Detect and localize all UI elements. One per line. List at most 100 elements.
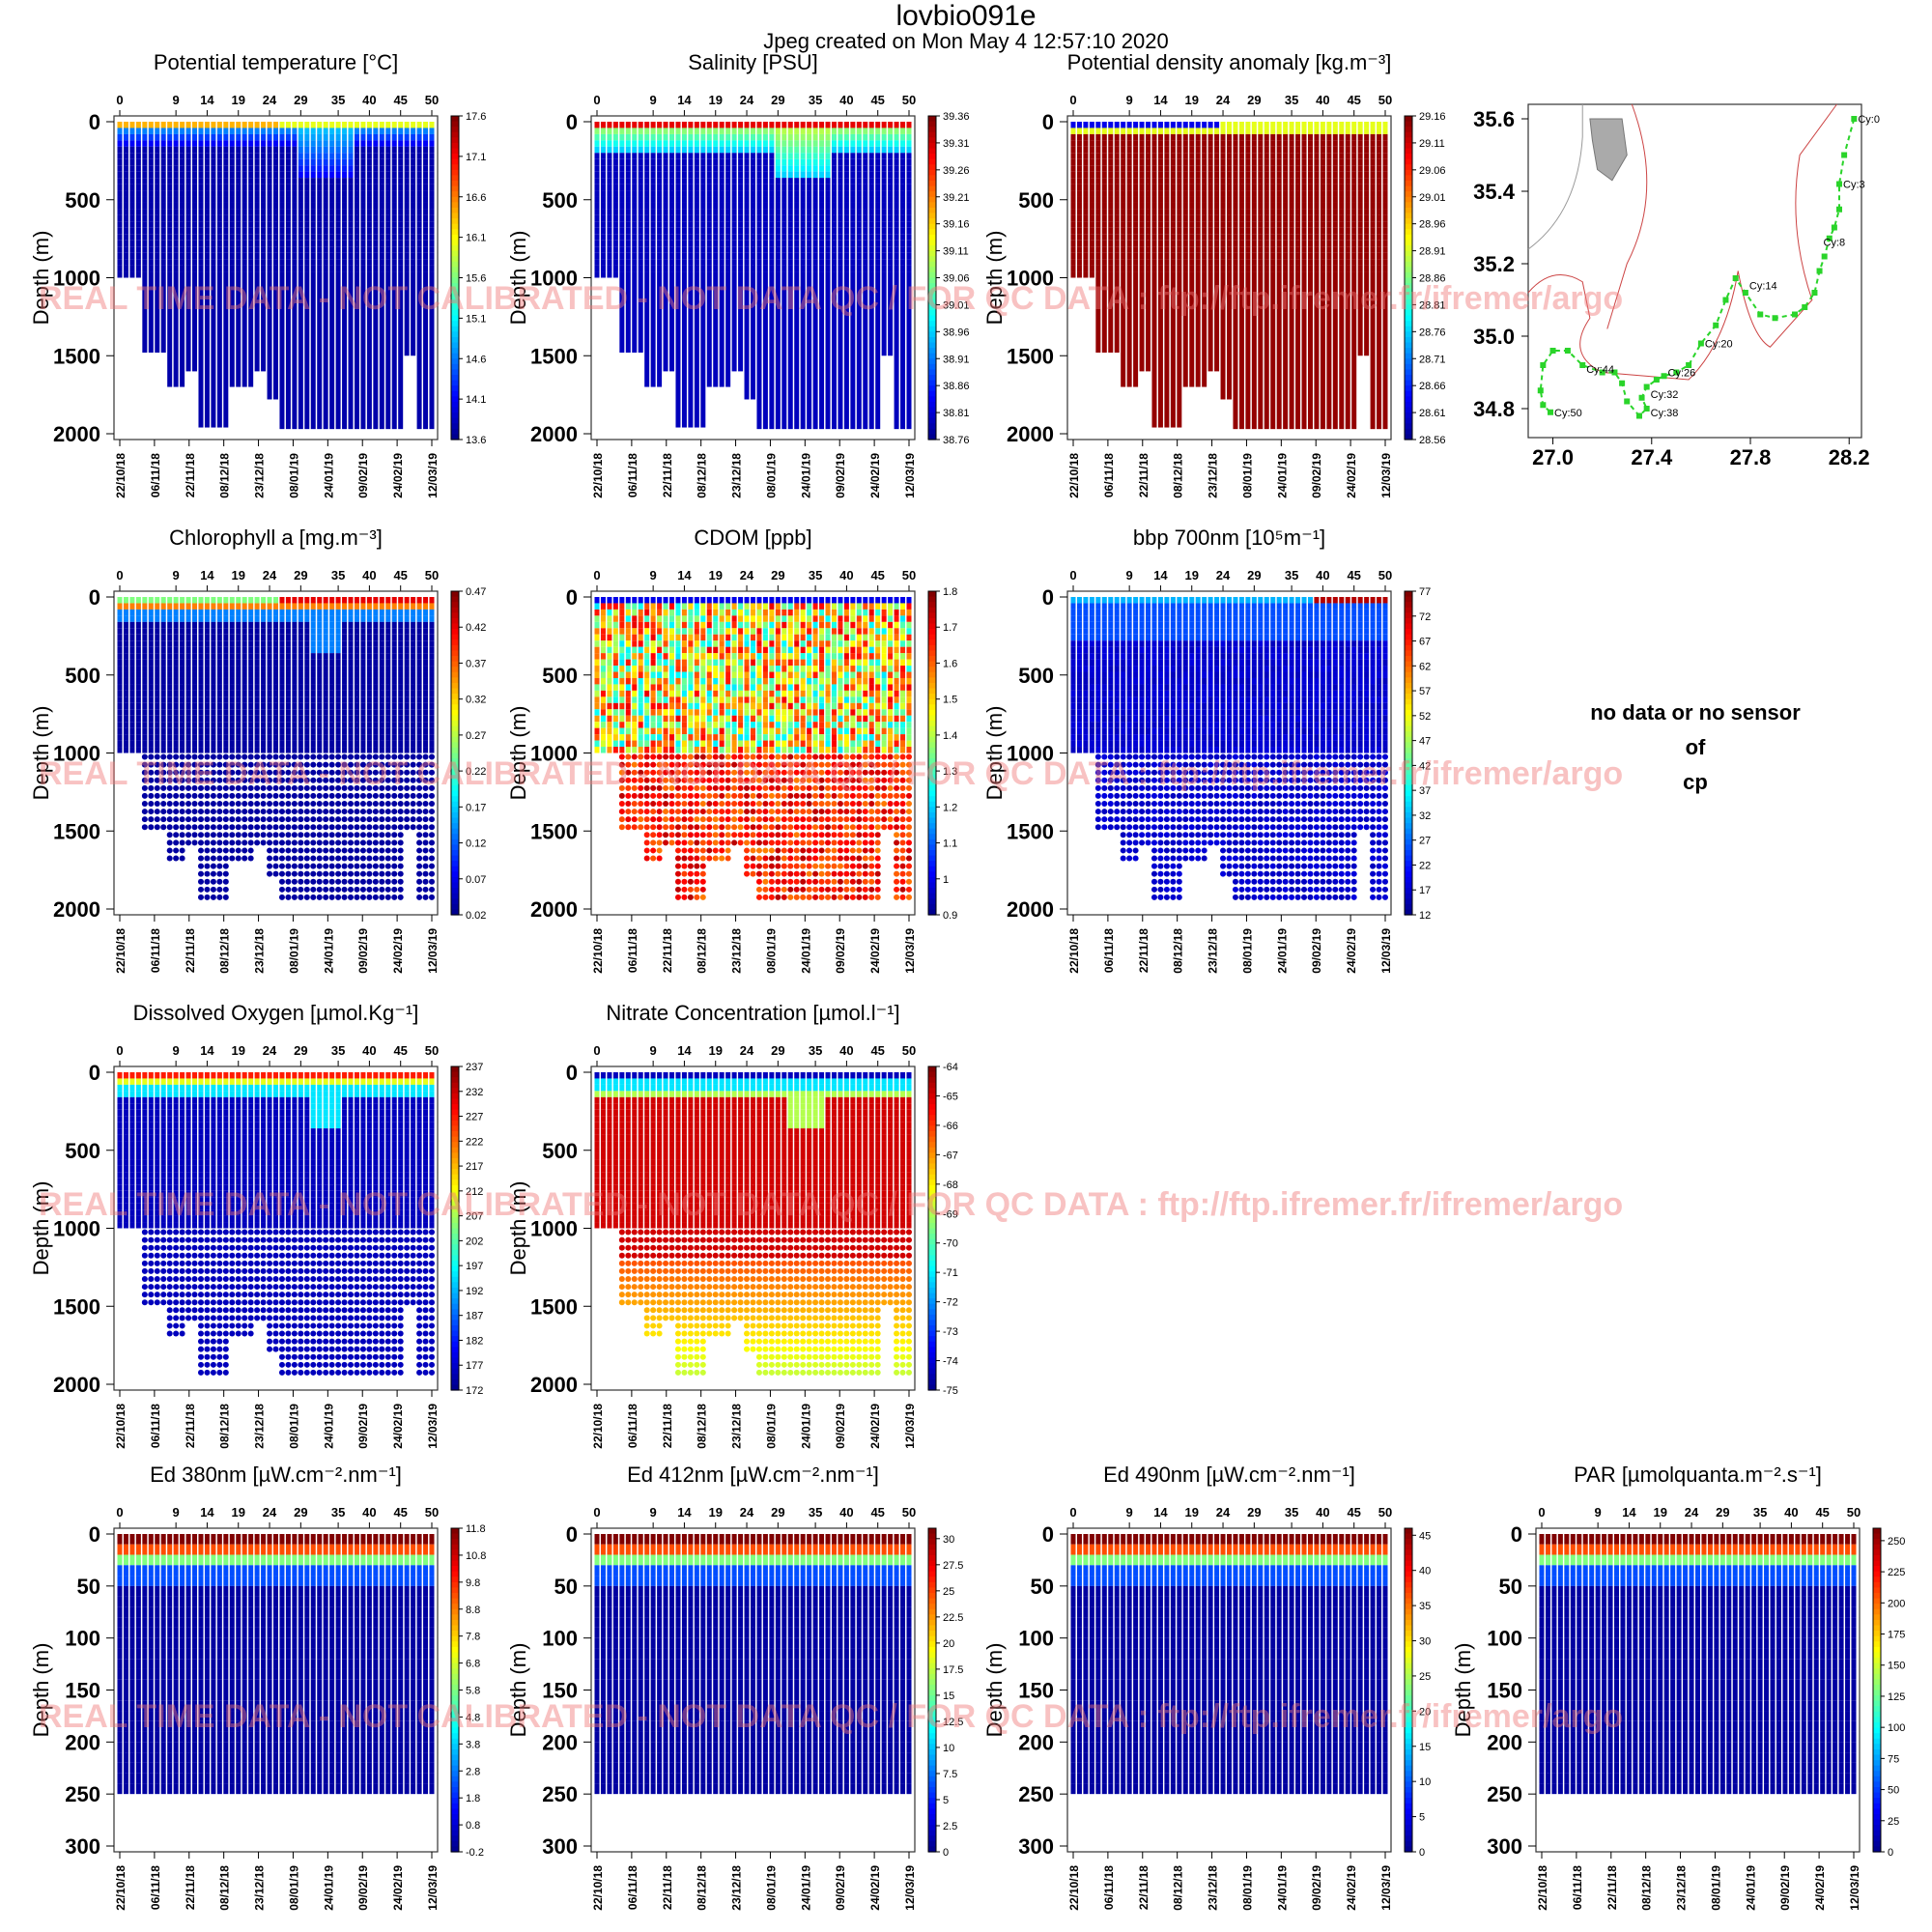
profile-segment bbox=[167, 603, 172, 609]
profile-segment bbox=[174, 134, 179, 140]
profile-segment bbox=[380, 165, 384, 171]
profile-segment bbox=[1245, 140, 1250, 146]
profile-segment bbox=[142, 266, 147, 271]
profile-segment bbox=[198, 647, 203, 653]
profile-segment bbox=[826, 278, 831, 430]
profile-segment bbox=[1346, 128, 1350, 133]
profile-segment bbox=[832, 241, 837, 246]
profile-segment bbox=[644, 246, 649, 252]
profile-segment bbox=[900, 178, 905, 184]
profile-segment bbox=[725, 259, 730, 265]
profile-segment bbox=[367, 259, 372, 265]
profile-segment bbox=[1295, 140, 1300, 146]
profile-segment bbox=[751, 278, 755, 400]
track-point bbox=[1619, 381, 1625, 386]
profile-segment bbox=[1164, 153, 1169, 158]
profile-segment bbox=[136, 709, 141, 715]
profile-segment bbox=[776, 278, 781, 430]
colorbar-step bbox=[928, 316, 936, 322]
profile-segment bbox=[286, 197, 291, 203]
profile-segment bbox=[355, 122, 359, 128]
profile-segment bbox=[1245, 203, 1250, 209]
colorbar-label: 39.16 bbox=[943, 219, 970, 231]
colorbar-step bbox=[928, 186, 936, 192]
depth-tick-label: 500 bbox=[65, 664, 100, 688]
profile-segment bbox=[1371, 271, 1376, 277]
profile-segment bbox=[895, 153, 899, 158]
profile-segment bbox=[174, 172, 179, 178]
profile-segment bbox=[167, 266, 172, 271]
profile-segment bbox=[863, 203, 867, 209]
profile-segment bbox=[223, 266, 228, 271]
profile-segment bbox=[601, 203, 606, 209]
profile-segment bbox=[682, 234, 687, 240]
profile-segment bbox=[142, 622, 147, 628]
profile-segment bbox=[373, 278, 378, 430]
profile-segment bbox=[1295, 159, 1300, 165]
profile-segment bbox=[895, 128, 899, 133]
profile-segment bbox=[1321, 241, 1325, 246]
profile-segment bbox=[373, 128, 378, 133]
profile-segment bbox=[373, 209, 378, 214]
profile-segment bbox=[417, 253, 422, 259]
profile-segment bbox=[626, 259, 631, 265]
profile-segment bbox=[198, 709, 203, 715]
profile-segment bbox=[1189, 215, 1194, 221]
profile-segment bbox=[174, 716, 179, 722]
profile-segment bbox=[1314, 128, 1319, 133]
colorbar-step bbox=[1405, 278, 1412, 284]
profile-segment bbox=[1333, 271, 1338, 277]
profile-segment bbox=[136, 271, 141, 277]
profile-segment bbox=[1333, 190, 1338, 196]
profile-segment bbox=[632, 165, 637, 171]
profile-segment bbox=[1245, 159, 1250, 165]
profile-segment bbox=[1277, 215, 1282, 221]
colorbar-step bbox=[1405, 197, 1412, 203]
profile-segment bbox=[304, 234, 309, 240]
profile-dot bbox=[167, 754, 173, 760]
profile-segment bbox=[118, 622, 123, 628]
profile-segment bbox=[1196, 215, 1201, 221]
colorbar-label: 29.11 bbox=[1419, 138, 1445, 150]
profile-segment bbox=[1358, 147, 1363, 153]
profile-segment bbox=[385, 259, 390, 265]
profile-segment bbox=[907, 203, 912, 209]
profile-segment bbox=[1177, 147, 1181, 153]
profile-segment bbox=[1227, 185, 1232, 190]
profile-segment bbox=[1333, 153, 1338, 158]
profile-segment bbox=[700, 203, 705, 209]
profile-segment bbox=[725, 172, 730, 178]
profile-segment bbox=[751, 209, 755, 214]
colorbar-label: 39.26 bbox=[943, 165, 970, 177]
profile-dot bbox=[180, 770, 185, 776]
profile-segment bbox=[751, 134, 755, 140]
profile-segment bbox=[664, 172, 668, 178]
profile-segment bbox=[1358, 259, 1363, 265]
profile-segment bbox=[1233, 165, 1237, 171]
profile-segment bbox=[149, 234, 154, 240]
profile-segment bbox=[1221, 259, 1226, 265]
profile-segment bbox=[186, 128, 191, 133]
profile-segment bbox=[1371, 266, 1376, 271]
profile-segment bbox=[707, 253, 712, 259]
profile-segment bbox=[1071, 271, 1076, 277]
profile-segment bbox=[1108, 215, 1113, 221]
colorbar-step bbox=[928, 251, 936, 257]
profile-segment bbox=[1377, 185, 1381, 190]
colorbar: 29.1629.1129.0629.0128.9628.9128.8628.81… bbox=[1405, 111, 1446, 446]
profile-segment bbox=[1127, 228, 1132, 234]
profile-segment bbox=[118, 197, 123, 203]
profile-segment bbox=[1358, 172, 1363, 178]
profile-segment bbox=[725, 140, 730, 146]
profile-segment bbox=[1164, 259, 1169, 265]
profile-segment bbox=[1108, 241, 1113, 246]
profile-segment bbox=[380, 190, 384, 196]
profile-segment bbox=[268, 259, 272, 265]
profile-segment bbox=[863, 185, 867, 190]
profile-segment bbox=[1115, 122, 1120, 128]
profile-segment bbox=[124, 159, 128, 165]
colorbar-step bbox=[451, 256, 459, 262]
profile-segment bbox=[324, 215, 328, 221]
profile-dot bbox=[142, 793, 148, 799]
profile-segment bbox=[324, 153, 328, 158]
